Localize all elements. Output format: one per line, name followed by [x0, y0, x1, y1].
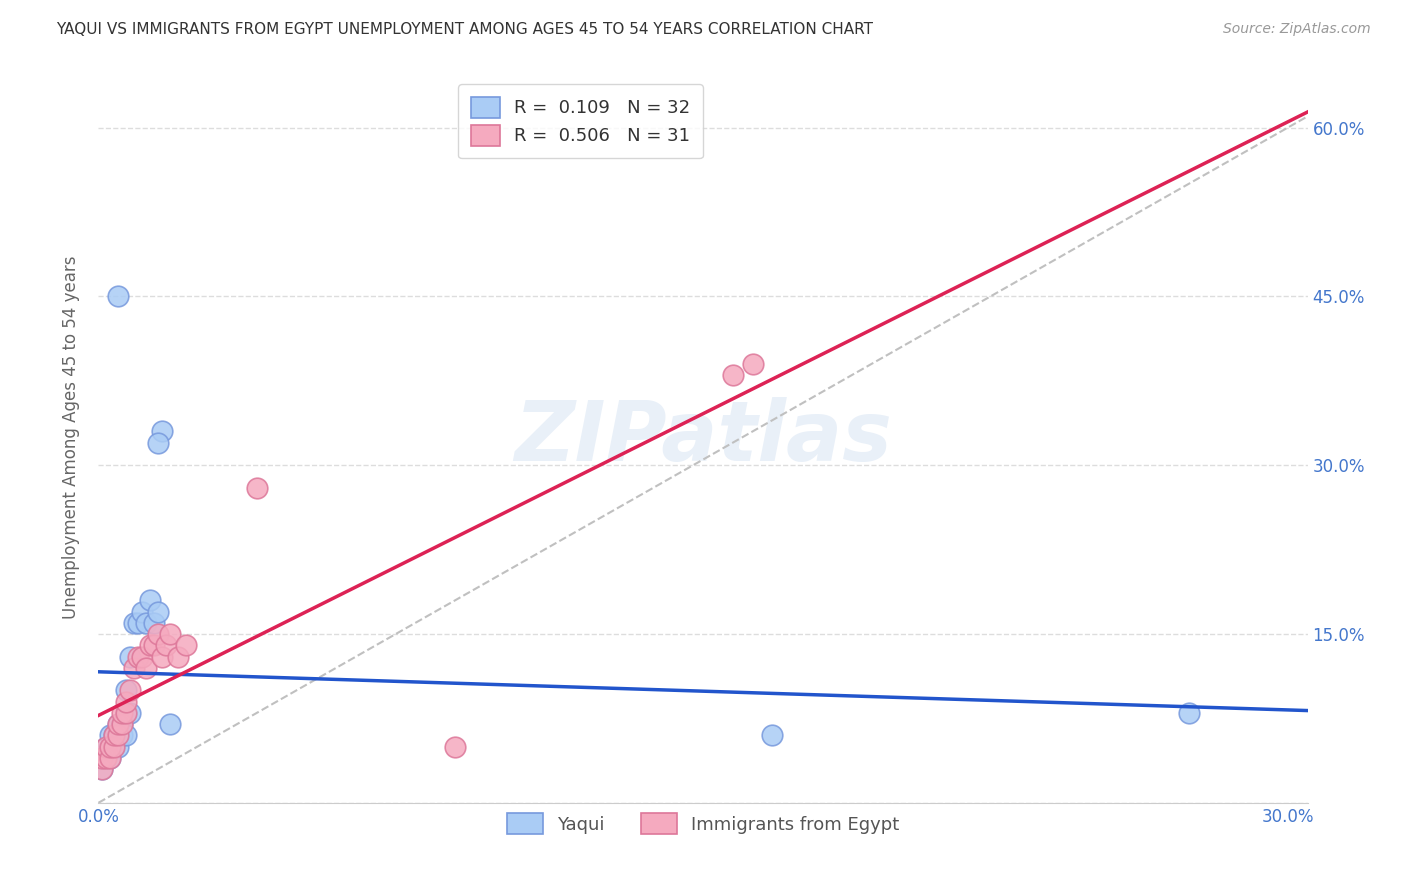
Point [122, 615, 145, 630]
Point [166, 649, 188, 664]
Point [159, 627, 181, 641]
Point [98, 728, 121, 742]
Point [107, 717, 129, 731]
Point [98, 751, 121, 765]
Point [98, 751, 121, 765]
Legend: Yaqui, Immigrants from Egypt: Yaqui, Immigrants from Egypt [499, 806, 907, 841]
Point [107, 728, 129, 742]
Point [721, 368, 744, 383]
Point [115, 706, 138, 720]
Point [91, 762, 114, 776]
Point [96, 739, 118, 754]
Point [96, 751, 118, 765]
Point [142, 638, 165, 652]
Point [122, 661, 145, 675]
Y-axis label: Unemployment Among Ages 45 to 54 years: Unemployment Among Ages 45 to 54 years [62, 255, 80, 619]
Point [107, 739, 129, 754]
Text: Source: ZipAtlas.com: Source: ZipAtlas.com [1223, 22, 1371, 37]
Point [127, 649, 149, 664]
Point [103, 739, 125, 754]
Point [146, 605, 169, 619]
Point [139, 593, 162, 607]
Point [115, 706, 138, 720]
Point [103, 728, 125, 742]
Point [115, 683, 138, 698]
Point [98, 739, 121, 754]
Text: YAQUI VS IMMIGRANTS FROM EGYPT UNEMPLOYMENT AMONG AGES 45 TO 54 YEARS CORRELATIO: YAQUI VS IMMIGRANTS FROM EGYPT UNEMPLOYM… [56, 22, 873, 37]
Point [103, 739, 125, 754]
Point [142, 615, 165, 630]
Point [115, 728, 138, 742]
Point [127, 615, 149, 630]
Point [107, 728, 129, 742]
Point [107, 289, 129, 303]
Point [135, 661, 157, 675]
Point [131, 649, 153, 664]
Text: ZIPatlas: ZIPatlas [515, 397, 891, 477]
Point [761, 728, 783, 742]
Point [91, 751, 114, 765]
Point [111, 706, 134, 720]
Point [741, 357, 763, 371]
Point [120, 683, 142, 698]
Point [111, 717, 134, 731]
Point [146, 435, 169, 450]
Point [150, 649, 173, 664]
Point [91, 762, 114, 776]
Point [120, 706, 142, 720]
Point [135, 615, 157, 630]
Point [155, 638, 177, 652]
Point [146, 627, 169, 641]
Point [444, 739, 467, 754]
Point [115, 694, 138, 708]
Point [174, 638, 197, 652]
Point [1177, 706, 1199, 720]
Point [159, 717, 181, 731]
Point [96, 739, 118, 754]
Point [139, 638, 162, 652]
Point [107, 717, 129, 731]
Point [120, 649, 142, 664]
Point [98, 739, 121, 754]
Point [150, 425, 173, 439]
Point [111, 728, 134, 742]
Point [246, 481, 269, 495]
Point [96, 751, 118, 765]
Point [91, 751, 114, 765]
Point [111, 717, 134, 731]
Point [103, 728, 125, 742]
Point [131, 605, 153, 619]
